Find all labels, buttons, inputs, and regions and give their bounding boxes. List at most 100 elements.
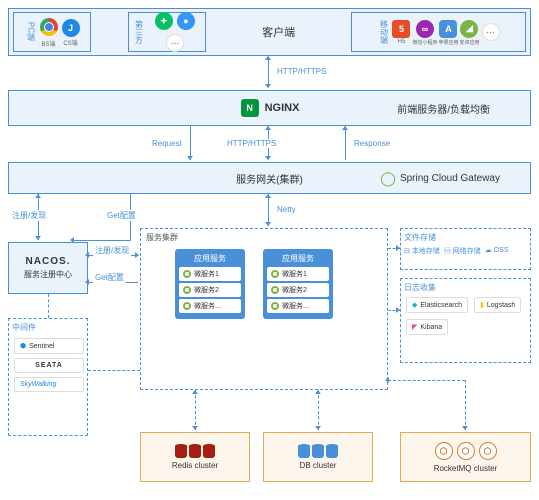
mq-icons: ⬡ ⬡ ⬡ <box>434 441 498 461</box>
storage-box: 文件存储 ⊟ 本地存储 ▤ 网络存储 ☁ OSS <box>400 228 531 270</box>
mobile-label: 移动端 <box>376 18 391 46</box>
line-to-redis-d <box>192 426 198 430</box>
getcfg1-label: Get配置 <box>105 210 138 221</box>
android-icon: ◢ <box>460 20 478 38</box>
ms-icon <box>183 302 191 310</box>
mq-icon: ⬡ <box>479 442 497 460</box>
nginx-box: N NGINX 前端服务器/负载均衡 <box>8 90 531 126</box>
reg1-label: 注册/发现 <box>10 210 48 221</box>
ms-icon <box>271 270 279 278</box>
spring-icon: ◯ <box>380 170 396 187</box>
cluster-title: 服务集群 <box>146 232 178 243</box>
ms4: 微服务1 <box>282 269 307 279</box>
db-icon <box>203 444 215 458</box>
client-title: 客户端 <box>244 24 314 40</box>
nginx-name: NGINX <box>265 102 300 114</box>
svc1-title: 应用服务 <box>179 253 241 264</box>
ms-item: 微服务... <box>179 299 241 313</box>
db-icon <box>175 444 187 458</box>
mobile-more-icon: ⋯ <box>482 23 500 41</box>
ms-item: 微服务1 <box>179 267 241 281</box>
redis-box: Redis cluster <box>140 432 250 482</box>
arrow-client-nginx-head-d <box>265 84 271 88</box>
line-to-redis-u <box>192 390 198 394</box>
getcfg2-label: Get配置 <box>93 272 126 283</box>
nginx-desc: 前端服务器/负载均衡 <box>397 101 490 116</box>
arrow-getcfg1h <box>73 240 131 241</box>
gateway-title: 服务网关(集群) <box>236 171 303 186</box>
ms3: 微服务... <box>194 301 221 311</box>
net-storage: ▤ 网络存储 <box>444 246 481 256</box>
arrow-resp <box>345 126 346 160</box>
http1-label: HTTP/HTTPS <box>275 67 328 76</box>
ms-item: 微服务... <box>267 299 329 313</box>
wechat-icon: ✦ <box>155 12 173 30</box>
reg2-label: 注册/发现 <box>93 245 131 256</box>
req-label: Request <box>150 139 184 148</box>
gateway-product-name: Spring Cloud Gateway <box>400 173 500 184</box>
arrow-reg1-u <box>35 194 41 198</box>
cluster-box: 服务集群 应用服务 微服务1 微服务2 微服务... 应用服务 微服务1 微服务… <box>140 228 388 390</box>
bs-label: BS端 <box>39 39 59 48</box>
ms6: 微服务... <box>282 301 309 311</box>
line-nacos-mw <box>48 294 49 318</box>
local-name: 本地存储 <box>412 248 440 255</box>
ms1: 微服务1 <box>194 269 219 279</box>
cluster-services: 应用服务 微服务1 微服务2 微服务... 应用服务 微服务1 微服务2 微服务… <box>175 249 333 319</box>
line-cluster-storage-head <box>396 245 400 251</box>
h5-icon: 5 <box>392 20 410 38</box>
kb-name: Kibana <box>420 324 442 331</box>
pc-group: PC端 BS端 J CS端 <box>13 12 91 52</box>
arrow-resp-head <box>342 126 348 130</box>
db-box: DB cluster <box>263 432 373 482</box>
local-storage: ⊟ 本地存储 <box>404 246 440 256</box>
third-label: 第三方 <box>131 18 146 46</box>
arrow-reg2-l <box>85 252 89 258</box>
apple-label: 苹果应用 <box>438 39 458 46</box>
apple-icon: A <box>439 20 457 38</box>
nacos-box: NACOS. 服务注册中心 <box>8 242 88 294</box>
nginx-brand: N NGINX <box>240 98 300 118</box>
oss-name: OSS <box>494 247 509 254</box>
line-cluster-logging-head <box>396 307 400 313</box>
cs-icon: J <box>62 19 80 37</box>
pc-label: PC端 <box>24 20 39 43</box>
nginx-icon: N <box>241 99 259 117</box>
chrome-icon <box>40 18 58 36</box>
line-mw-cluster <box>88 370 140 371</box>
line-to-mq-h <box>388 380 465 381</box>
service-card-2: 应用服务 微服务1 微服务2 微服务... <box>263 249 333 319</box>
gateway-product: ◯ Spring Cloud Gateway <box>380 170 500 187</box>
svc2-title: 应用服务 <box>267 253 329 264</box>
ms-item: 微服务2 <box>179 283 241 297</box>
arrow-req <box>190 126 191 160</box>
line-to-mq-d <box>462 426 468 430</box>
nacos-name: NACOS. <box>26 256 71 267</box>
netty-label: Netty <box>275 205 298 214</box>
mq-box: ⬡ ⬡ ⬡ RocketMQ cluster <box>400 432 531 482</box>
net-name: 网络存储 <box>453 248 481 255</box>
line-to-mq-v <box>465 380 466 430</box>
arrow-req-head <box>187 156 193 160</box>
logstash-card: ▮Logstash <box>474 297 521 313</box>
skywalking-name: SkyWalking <box>20 381 56 388</box>
mq-name: RocketMQ cluster <box>434 464 498 473</box>
http2-label: HTTP/HTTPS <box>225 139 278 148</box>
db-icon <box>312 444 324 458</box>
es-name: Elasticsearch <box>420 302 462 309</box>
arrow-client-nginx-head-u <box>265 56 271 60</box>
seata-card: SEATA <box>14 358 84 373</box>
line-to-db-d <box>315 426 321 430</box>
redis-icons <box>175 444 215 458</box>
ms-icon <box>183 286 191 294</box>
db-icon <box>298 444 310 458</box>
storage-title: 文件存储 <box>404 232 436 243</box>
ms5: 微服务2 <box>282 285 307 295</box>
line-to-db-u <box>315 390 321 394</box>
mq-icon: ⬡ <box>435 442 453 460</box>
nacos-desc: 服务注册中心 <box>24 269 72 280</box>
sentinel-card: ⬢Sentinel <box>14 338 84 354</box>
ms-icon <box>183 270 191 278</box>
skywalking-card: SkyWalking <box>14 377 84 392</box>
middleware-box: 中间件 ⬢Sentinel SEATA SkyWalking <box>8 318 88 436</box>
